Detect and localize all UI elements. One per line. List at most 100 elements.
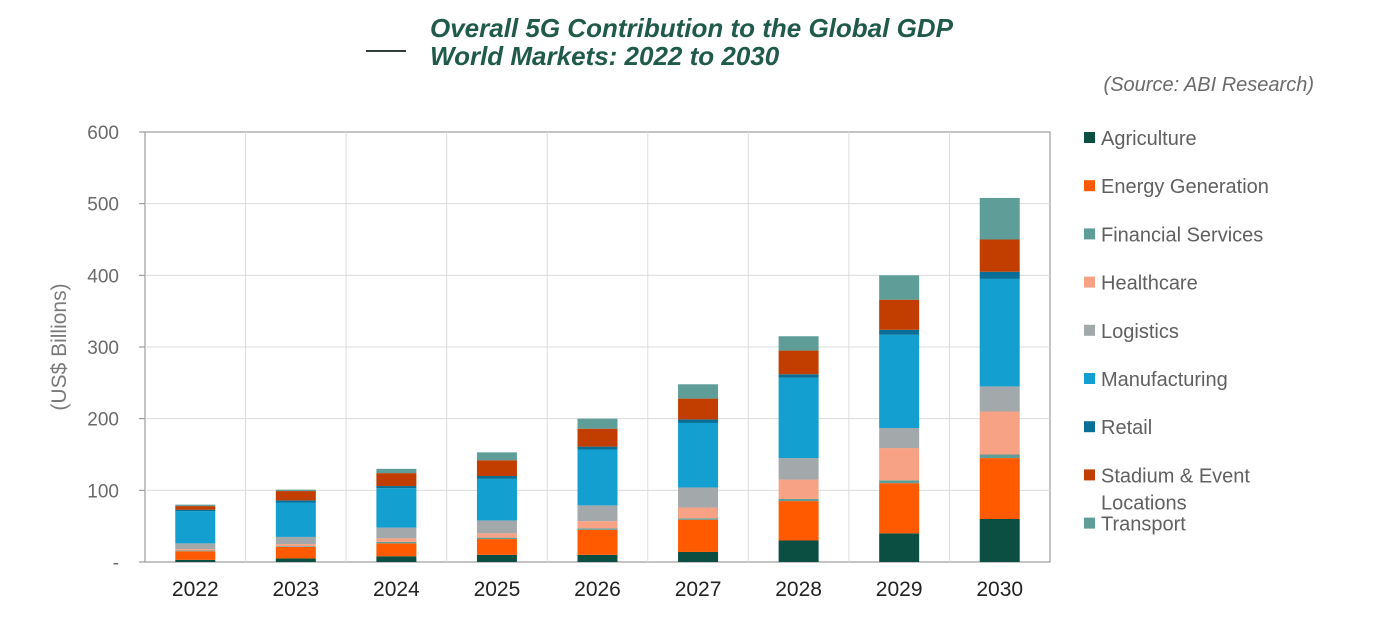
bar-segment bbox=[476, 476, 517, 479]
bar-segment bbox=[778, 374, 819, 378]
bar-segment bbox=[678, 398, 719, 420]
bar-segment bbox=[678, 419, 719, 423]
bar-segment bbox=[979, 458, 1020, 519]
bar-segment bbox=[376, 488, 417, 528]
x-tick-label: 2028 bbox=[775, 578, 822, 601]
y-tick-label: 300 bbox=[87, 338, 119, 359]
bar-segment bbox=[175, 506, 216, 510]
bar-segment bbox=[175, 551, 216, 560]
bar-segment bbox=[376, 527, 417, 539]
bar-segment bbox=[175, 543, 216, 550]
y-tick-label: 200 bbox=[87, 410, 119, 431]
bar-segment bbox=[678, 519, 719, 552]
bar-segment bbox=[476, 539, 517, 555]
legend-swatch bbox=[1084, 180, 1095, 192]
bar-segment bbox=[275, 546, 316, 559]
bar-segment bbox=[879, 275, 920, 300]
bar-segment bbox=[275, 558, 316, 562]
chart-title-line-2: World Markets: 2022 to 2030 bbox=[430, 41, 780, 71]
bar-segment bbox=[678, 507, 719, 519]
bar-segment bbox=[678, 384, 719, 399]
bar-segment bbox=[778, 458, 819, 480]
legend-label: Stadium & Event Locations bbox=[1101, 465, 1250, 514]
bar-segment bbox=[778, 498, 819, 502]
y-tick-label: - bbox=[113, 553, 119, 574]
bar-layer bbox=[175, 197, 1020, 562]
chart-source: (Source: ABI Research) bbox=[1103, 74, 1314, 96]
x-tick-label: 2027 bbox=[675, 578, 722, 601]
bar-segment bbox=[577, 418, 618, 429]
bar-segment bbox=[175, 511, 216, 544]
legend-label: Logistics bbox=[1101, 321, 1179, 343]
legend-swatch bbox=[1084, 373, 1095, 384]
x-tick-label: 2030 bbox=[976, 578, 1023, 601]
y-tick-label: 500 bbox=[87, 195, 119, 216]
bar-segment bbox=[778, 479, 819, 499]
legend-label: Retail bbox=[1101, 417, 1152, 439]
bar-segment bbox=[476, 537, 517, 540]
y-tick-label: 600 bbox=[87, 123, 119, 144]
legend-swatch bbox=[1084, 421, 1095, 433]
bar-segment bbox=[376, 473, 417, 487]
bar-segment bbox=[577, 428, 618, 447]
legend-swatch bbox=[1084, 228, 1095, 240]
bar-segment bbox=[678, 487, 719, 508]
bar-segment bbox=[778, 540, 819, 562]
bar-segment bbox=[476, 533, 517, 538]
y-tick-label: 400 bbox=[87, 266, 119, 287]
bar-segment bbox=[175, 550, 216, 552]
bar-segment bbox=[979, 239, 1020, 272]
bar-segment bbox=[979, 386, 1020, 412]
bar-segment bbox=[275, 500, 316, 503]
y-axis-label: (US$ Billions) bbox=[48, 283, 71, 410]
bar-segment bbox=[376, 468, 417, 474]
x-tick-label: 2029 bbox=[876, 578, 923, 601]
bar-segment bbox=[376, 556, 417, 562]
bar-segment bbox=[778, 350, 819, 375]
legend-swatch bbox=[1084, 469, 1095, 481]
bar-segment bbox=[275, 544, 316, 547]
bar-segment bbox=[476, 554, 517, 562]
bar-segment bbox=[979, 278, 1020, 387]
bar-segment bbox=[376, 538, 417, 542]
legend-label: Healthcare bbox=[1101, 273, 1198, 295]
bar-segment bbox=[476, 460, 517, 476]
legend-swatch bbox=[1084, 132, 1095, 143]
legend: Agriculture Energy Generation Financial Se… bbox=[1084, 128, 1269, 536]
bar-segment bbox=[577, 554, 618, 562]
bar-segment bbox=[476, 520, 517, 534]
bar-segment bbox=[577, 505, 618, 522]
legend-label: Manufacturing bbox=[1101, 369, 1228, 391]
legend-label: Energy Generation bbox=[1101, 176, 1269, 198]
bar-segment bbox=[577, 529, 618, 555]
bar-segment bbox=[879, 533, 920, 562]
bar-segment bbox=[275, 536, 316, 545]
bar-segment bbox=[879, 448, 920, 481]
bar-segment bbox=[879, 334, 920, 428]
bar-segment bbox=[376, 543, 417, 557]
bar-segment bbox=[678, 518, 719, 520]
bar-segment bbox=[175, 504, 216, 507]
bar-segment bbox=[476, 478, 517, 521]
title-dash-decoration bbox=[366, 50, 406, 52]
bar-segment bbox=[476, 452, 517, 461]
bar-segment bbox=[175, 549, 216, 551]
bar-segment bbox=[175, 509, 216, 512]
axis-layer: 600 500 400 300 200 100 - (US$ Billions) 2022 202… bbox=[48, 123, 1023, 601]
x-tick-label: 2024 bbox=[373, 578, 420, 601]
bar-segment bbox=[275, 546, 316, 547]
bar-segment bbox=[577, 521, 618, 529]
legend-label: Financial Services bbox=[1101, 224, 1263, 246]
legend-swatch bbox=[1084, 517, 1095, 529]
legend-label: Transport bbox=[1101, 514, 1186, 536]
bar-segment bbox=[577, 449, 618, 506]
bar-segment bbox=[979, 271, 1020, 279]
bar-segment bbox=[979, 454, 1020, 459]
bar-segment bbox=[678, 551, 719, 562]
bar-segment bbox=[275, 489, 316, 492]
bar-segment bbox=[376, 486, 417, 489]
bar-segment bbox=[376, 541, 417, 544]
bar-segment bbox=[678, 422, 719, 488]
x-tick-label: 2026 bbox=[574, 578, 621, 601]
